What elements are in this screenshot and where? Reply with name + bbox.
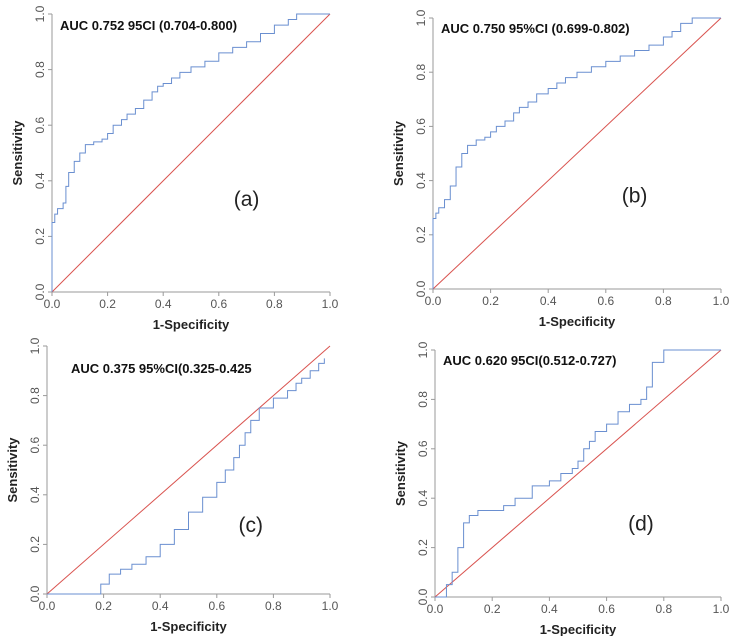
roc-curve [47, 358, 325, 595]
x-tick-label: 1.0 [322, 297, 339, 311]
x-tick-label: 1.0 [713, 294, 729, 308]
y-axis-label: Sensitivity [10, 120, 25, 186]
roc-panel-2: 0.0 0.2 0.4 0.6 0.8 1.0 0.0 0.2 0.4 0.6 0.8 1.0 1-Sp… [391, 9, 729, 329]
x-tick-label: 0.0 [427, 602, 444, 616]
reference-diagonal-line [434, 349, 722, 598]
y-tick-label: 0.8 [28, 387, 42, 404]
y-tick-label: 0.4 [416, 490, 430, 507]
auc-annotation: AUC 0.375 95%CI(0.325-0.425 [71, 361, 252, 376]
x-tick-label: 0.0 [44, 297, 61, 311]
y-tick-label: 1.0 [414, 9, 428, 26]
x-tick-label: 0.2 [482, 294, 499, 308]
x-tick-label: 0.6 [210, 297, 227, 311]
roc-curve [432, 17, 721, 289]
y-tick-label: 0.6 [33, 117, 47, 134]
y-axis-label: Sensitivity [391, 120, 406, 186]
y-tick-label: 0.6 [416, 440, 430, 457]
x-tick-label: 0.2 [484, 602, 501, 616]
y-tick-label: 0.2 [414, 226, 428, 243]
y-tick-label: 0.2 [28, 536, 42, 553]
x-tick-label: 0.2 [99, 297, 116, 311]
y-tick-label: 0.0 [414, 280, 428, 297]
x-tick-label: 1.0 [322, 599, 339, 613]
auc-annotation: AUC 0.752 95CI (0.704-0.800) [60, 18, 237, 33]
auc-annotation: AUC 0.620 95CI(0.512-0.727) [443, 353, 616, 368]
y-tick-label: 1.0 [33, 5, 47, 22]
y-tick-label: 0.4 [414, 172, 428, 189]
x-tick-label: 0.6 [597, 294, 614, 308]
roc-panel-3: 0.0 0.2 0.4 0.6 0.8 1.0 0.0 0.2 0.4 0.6 0.8 1.0 1-Sp… [5, 337, 339, 634]
x-axis-label: 1-Specificity [540, 622, 617, 636]
y-tick-label: 1.0 [416, 341, 430, 358]
y-tick-label: 1.0 [28, 337, 42, 354]
roc-panel-4: 0.0 0.2 0.4 0.6 0.8 1.0 0.0 0.2 0.4 0.6 0.8 1.0 1-Sp… [393, 341, 729, 636]
y-tick-label: 0.8 [33, 61, 47, 78]
x-tick-label: 0.4 [152, 599, 169, 613]
y-tick-label: 0.8 [416, 391, 430, 408]
y-axis-label: Sensitivity [393, 440, 408, 506]
y-tick-label: 0.0 [28, 585, 42, 602]
x-tick-label: 0.0 [425, 294, 442, 308]
panel-label: (b) [622, 184, 648, 207]
y-tick-label: 0.6 [28, 437, 42, 454]
y-axis-label: Sensitivity [5, 437, 20, 503]
panel-label: (d) [628, 512, 654, 535]
roc-panel-1: 0.0 0.2 0.4 0.6 0.8 1.0 0.0 0.2 0.4 0.6 0.8 1.0 1-Sp… [10, 5, 339, 332]
x-tick-label: 0.8 [266, 297, 283, 311]
y-tick-label: 0.0 [33, 283, 47, 300]
x-tick-label: 0.2 [95, 599, 112, 613]
reference-diagonal-line [432, 17, 722, 290]
x-tick-label: 0.4 [540, 294, 557, 308]
y-tick-label: 0.2 [33, 228, 47, 245]
x-tick-label: 0.6 [208, 599, 225, 613]
y-tick-label: 0.2 [416, 539, 430, 556]
x-tick-label: 0.0 [39, 599, 56, 613]
panel-label: (a) [234, 188, 260, 211]
x-tick-label: 0.6 [598, 602, 615, 616]
x-tick-label: 0.4 [155, 297, 172, 311]
roc-curve [435, 349, 721, 598]
x-axis-label: 1-Specificity [150, 619, 227, 634]
auc-annotation: AUC 0.750 95%CI (0.699-0.802) [441, 21, 630, 36]
x-tick-label: 0.8 [265, 599, 282, 613]
y-tick-label: 0.0 [416, 588, 430, 605]
x-tick-label: 0.4 [541, 602, 558, 616]
y-tick-label: 0.4 [33, 172, 47, 189]
x-axis-label: 1-Specificity [153, 317, 230, 332]
panel-label: (c) [239, 514, 264, 537]
roc-curve [51, 13, 330, 292]
x-tick-label: 0.8 [655, 602, 672, 616]
y-tick-label: 0.4 [28, 486, 42, 503]
x-tick-label: 1.0 [713, 602, 729, 616]
y-tick-label: 0.6 [414, 118, 428, 135]
x-tick-label: 0.8 [655, 294, 672, 308]
y-tick-label: 0.8 [414, 64, 428, 81]
x-axis-label: 1-Specificity [539, 314, 616, 329]
reference-diagonal-line [51, 13, 331, 293]
reference-diagonal-line [46, 345, 331, 595]
